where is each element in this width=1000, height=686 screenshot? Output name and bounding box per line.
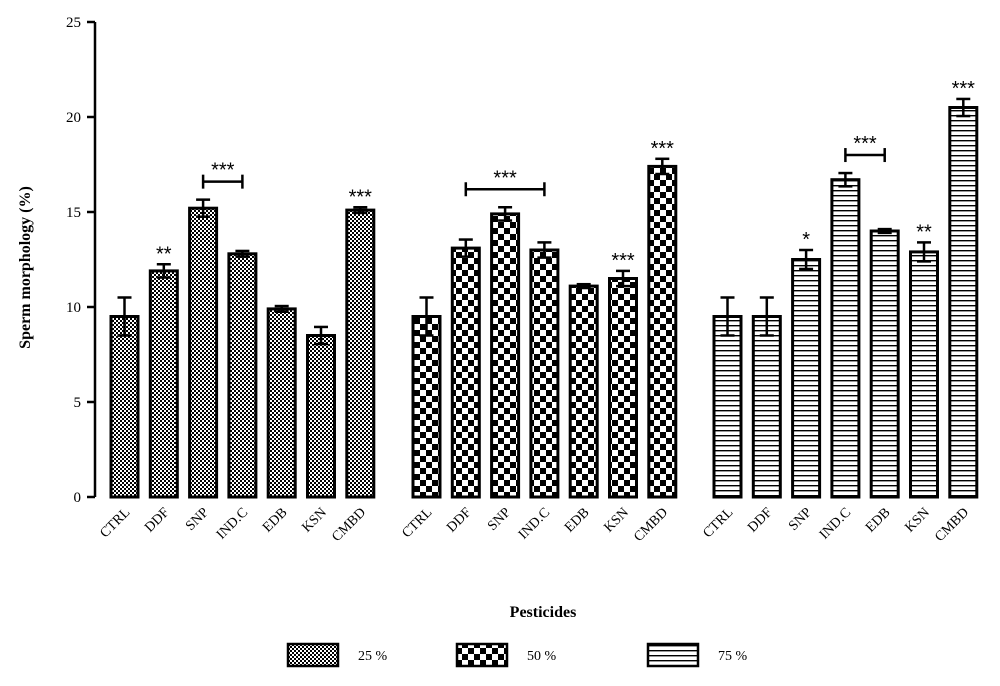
x-category-label: SNP — [786, 505, 815, 534]
x-category-label: CMBD — [329, 505, 369, 545]
bar — [647, 164, 678, 499]
bar — [490, 212, 521, 499]
y-tick-label: 0 — [74, 490, 82, 506]
x-category-label: EDB — [863, 505, 893, 535]
x-category-label: KSN — [299, 505, 329, 535]
significance-mark: ** — [156, 243, 172, 265]
significance-mark: * — [802, 229, 810, 251]
x-category-label: CMBD — [631, 505, 671, 545]
x-category-label: CTRL — [700, 505, 736, 541]
significance-mark: *** — [952, 78, 976, 100]
significance-mark: *** — [611, 250, 635, 272]
bar — [529, 248, 560, 499]
x-category-label: CMBD — [932, 505, 972, 545]
legend-swatch — [286, 642, 340, 668]
legend-label: 50 % — [527, 649, 557, 664]
x-category-label: CTRL — [97, 505, 133, 541]
significance-mark: *** — [651, 138, 675, 160]
bar — [568, 284, 599, 499]
bar — [148, 269, 179, 499]
bar — [869, 229, 900, 499]
y-tick-label: 10 — [66, 300, 81, 316]
significance-mark: *** — [349, 186, 373, 208]
x-category-label: KSN — [902, 505, 932, 535]
bar — [830, 178, 861, 499]
bar — [227, 252, 258, 499]
bracket-label: *** — [853, 133, 877, 155]
bar — [411, 315, 442, 499]
x-category-label: EDB — [260, 505, 290, 535]
bar — [909, 250, 939, 499]
legend-label: 75 % — [718, 649, 748, 664]
x-category-label: KSN — [601, 505, 631, 535]
x-category-label: CTRL — [399, 505, 435, 541]
x-category-label: EDB — [562, 505, 592, 535]
bracket-label: *** — [211, 160, 235, 182]
x-axis-title: Pesticides — [510, 604, 577, 621]
y-tick-label: 15 — [66, 205, 81, 221]
legend-label: 25 % — [358, 649, 388, 664]
y-axis-title: Sperm morphology (%) — [17, 186, 34, 349]
legend-swatch — [646, 642, 700, 668]
legend: 25 % 50 % 75 % — [286, 642, 748, 668]
significance-mark: ** — [916, 221, 932, 243]
y-tick-label: 20 — [66, 110, 81, 126]
bracket-label: *** — [493, 167, 517, 189]
x-category-label: DDF — [142, 505, 173, 536]
bar — [188, 206, 219, 499]
axes: 0 5 10 15 20 25 Sperm morphology (%) Pesticides — [17, 15, 576, 621]
bar — [450, 246, 481, 499]
bar — [948, 106, 979, 499]
x-category-label: IND.C — [214, 505, 251, 542]
y-tick-label: 5 — [74, 395, 82, 411]
bars — [109, 97, 979, 499]
x-category-label: IND.C — [817, 505, 854, 542]
bar — [345, 208, 376, 499]
x-category-label: DDF — [745, 505, 776, 536]
x-category-label: SNP — [485, 505, 514, 534]
y-tick-label: 25 — [66, 15, 81, 31]
x-category-label: DDF — [444, 505, 475, 536]
bar — [712, 315, 743, 499]
legend-swatch — [455, 642, 509, 668]
x-category-label: SNP — [183, 505, 212, 534]
bar — [266, 307, 297, 499]
bar — [109, 315, 140, 499]
x-category-label: IND.C — [516, 505, 553, 542]
bar — [791, 258, 822, 499]
bar — [608, 277, 638, 499]
bar — [751, 315, 782, 499]
bar — [306, 334, 336, 499]
